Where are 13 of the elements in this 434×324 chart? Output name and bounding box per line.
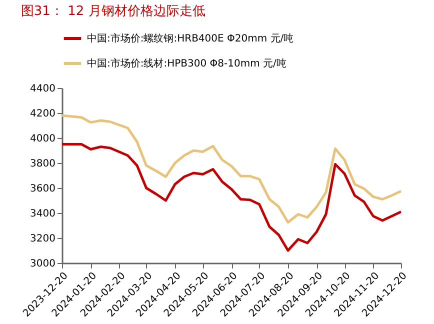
chart-title: 图31： 12 月钢材价格边际走低 bbox=[20, 4, 206, 19]
y-tick-label: 3000 bbox=[30, 258, 56, 270]
y-tick-label: 3800 bbox=[30, 158, 56, 170]
y-tick-label: 3200 bbox=[30, 234, 56, 244]
line-series bbox=[60, 114, 402, 224]
y-tick-label: 3400 bbox=[30, 208, 56, 220]
y-tick-label: 3600 bbox=[30, 184, 56, 194]
legend-label: 中国:市场价:线材:HPB300 Φ8-10mm 元/吨 bbox=[87, 58, 286, 70]
line-series bbox=[60, 143, 402, 252]
legend-label: 中国:市场价:螺纹钢:HRB400E Φ20mm 元/吨 bbox=[87, 32, 294, 44]
y-tick-label: 4000 bbox=[30, 134, 56, 144]
y-tick-label: 4400 bbox=[30, 84, 56, 94]
y-tick-label: 4200 bbox=[30, 108, 56, 120]
